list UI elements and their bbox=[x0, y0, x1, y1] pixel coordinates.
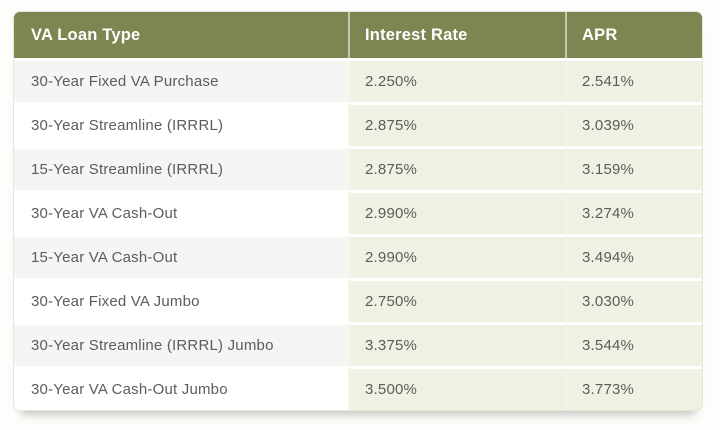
interest-rate-cell: 2.250% bbox=[348, 58, 565, 102]
apr-cell: 3.494% bbox=[565, 234, 702, 278]
table-row: 30-Year VA Cash-Out Jumbo 3.500% 3.773% bbox=[14, 366, 702, 410]
header-row: VA Loan Type Interest Rate APR bbox=[14, 12, 702, 58]
loan-type-cell: 15-Year VA Cash-Out bbox=[14, 234, 348, 278]
va-loan-rates-table: VA Loan Type Interest Rate APR 30-Year F… bbox=[14, 12, 702, 410]
apr-cell: 3.030% bbox=[565, 278, 702, 322]
table-row: 30-Year Fixed VA Jumbo 2.750% 3.030% bbox=[14, 278, 702, 322]
apr-cell: 3.274% bbox=[565, 190, 702, 234]
loan-type-cell: 30-Year Fixed VA Purchase bbox=[14, 58, 348, 102]
column-header-loan-type: VA Loan Type bbox=[14, 12, 348, 58]
loan-type-cell: 30-Year VA Cash-Out Jumbo bbox=[14, 366, 348, 410]
apr-cell: 3.039% bbox=[565, 102, 702, 146]
interest-rate-cell: 2.875% bbox=[348, 146, 565, 190]
interest-rate-cell: 2.990% bbox=[348, 234, 565, 278]
interest-rate-cell: 2.875% bbox=[348, 102, 565, 146]
loan-type-cell: 30-Year Streamline (IRRRL) Jumbo bbox=[14, 322, 348, 366]
apr-cell: 3.159% bbox=[565, 146, 702, 190]
table-row: 30-Year VA Cash-Out 2.990% 3.274% bbox=[14, 190, 702, 234]
loan-type-cell: 30-Year Fixed VA Jumbo bbox=[14, 278, 348, 322]
apr-cell: 3.773% bbox=[565, 366, 702, 410]
table-body: 30-Year Fixed VA Purchase 2.250% 2.541% … bbox=[14, 58, 702, 410]
interest-rate-cell: 2.750% bbox=[348, 278, 565, 322]
interest-rate-cell: 2.990% bbox=[348, 190, 565, 234]
loan-type-cell: 15-Year Streamline (IRRRL) bbox=[14, 146, 348, 190]
column-header-apr: APR bbox=[565, 12, 702, 58]
table-row: 30-Year Streamline (IRRRL) Jumbo 3.375% … bbox=[14, 322, 702, 366]
column-header-interest-rate: Interest Rate bbox=[348, 12, 565, 58]
table-header: VA Loan Type Interest Rate APR bbox=[14, 12, 702, 58]
table-row: 30-Year Streamline (IRRRL) 2.875% 3.039% bbox=[14, 102, 702, 146]
va-loan-rates-table-container: VA Loan Type Interest Rate APR 30-Year F… bbox=[13, 11, 703, 411]
loan-type-cell: 30-Year VA Cash-Out bbox=[14, 190, 348, 234]
apr-cell: 3.544% bbox=[565, 322, 702, 366]
apr-cell: 2.541% bbox=[565, 58, 702, 102]
table-row: 30-Year Fixed VA Purchase 2.250% 2.541% bbox=[14, 58, 702, 102]
table-row: 15-Year VA Cash-Out 2.990% 3.494% bbox=[14, 234, 702, 278]
interest-rate-cell: 3.375% bbox=[348, 322, 565, 366]
interest-rate-cell: 3.500% bbox=[348, 366, 565, 410]
table-row: 15-Year Streamline (IRRRL) 2.875% 3.159% bbox=[14, 146, 702, 190]
loan-type-cell: 30-Year Streamline (IRRRL) bbox=[14, 102, 348, 146]
